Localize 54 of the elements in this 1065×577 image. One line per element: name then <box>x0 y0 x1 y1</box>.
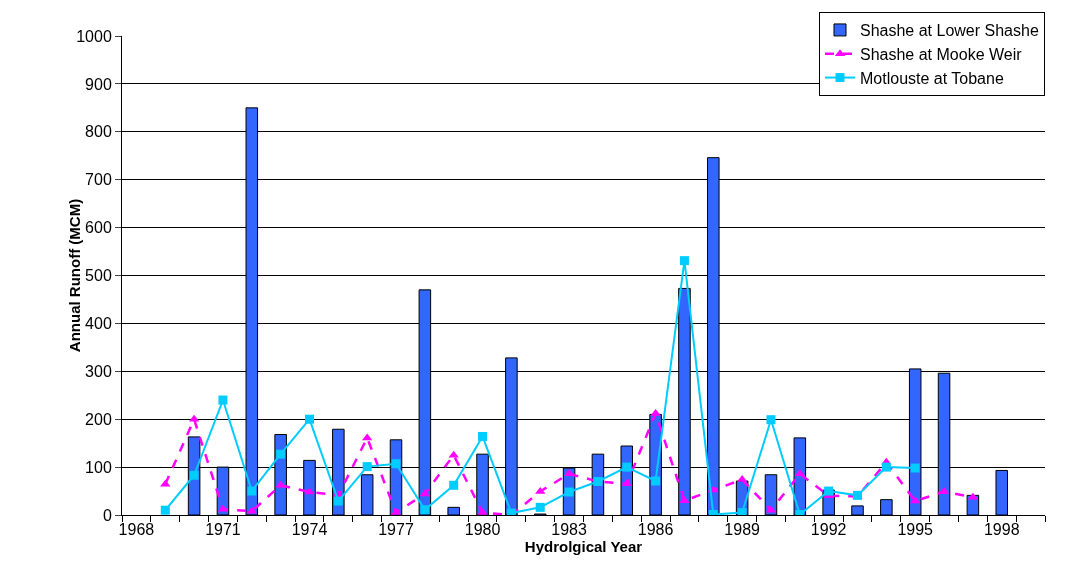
legend-label: Shashe at Lower Shashe <box>860 22 1039 40</box>
point <box>304 487 315 495</box>
legend-label: Shashe at Mooke Weir <box>860 45 1023 63</box>
y-axis-title: Annual Runoff (MCM) <box>66 198 84 353</box>
x-tick-label: 1980 <box>464 521 501 539</box>
point <box>766 415 776 425</box>
y-tick-label: 300 <box>85 362 112 380</box>
y-tick-label: 800 <box>85 123 112 141</box>
y-tick-label: 0 <box>102 506 112 524</box>
y-tick-label: 600 <box>85 219 112 237</box>
x-tick-label: 1968 <box>118 521 155 539</box>
x-tick-label: 1998 <box>983 521 1020 539</box>
point <box>564 487 574 497</box>
point <box>275 480 286 488</box>
point <box>651 476 661 486</box>
point <box>910 463 920 473</box>
point <box>276 449 286 459</box>
point <box>535 502 545 512</box>
point <box>304 414 314 424</box>
x-tick-label: 1974 <box>291 521 328 539</box>
y-tick-label: 1000 <box>76 27 112 45</box>
point <box>247 486 257 496</box>
x-tick-label: 1971 <box>205 521 241 539</box>
point <box>160 479 171 487</box>
point <box>478 431 488 441</box>
point <box>449 480 459 490</box>
point <box>679 256 689 266</box>
point <box>824 486 834 496</box>
point <box>189 470 199 480</box>
x-axis-title: Hydrolgical Year <box>524 538 643 556</box>
point <box>362 462 372 472</box>
y-tick-label: 500 <box>85 267 112 285</box>
point <box>650 408 661 416</box>
point <box>333 496 343 506</box>
x-tick-label: 1989 <box>724 521 761 539</box>
point <box>622 462 632 472</box>
x-tick-label: 1992 <box>810 521 847 539</box>
point <box>160 505 170 515</box>
legend-label: Motlouste at Tobane <box>860 69 1004 87</box>
x-tick-label: 1977 <box>378 521 414 539</box>
y-tick-label: 400 <box>85 315 112 332</box>
x-tick-label: 1983 <box>551 521 587 539</box>
point <box>737 508 747 515</box>
y-tick-label: 700 <box>85 171 112 189</box>
x-tick-label: 1995 <box>897 521 934 539</box>
y-tick-label: 900 <box>85 75 112 93</box>
point <box>621 479 632 487</box>
y-tick-label: 200 <box>85 410 112 428</box>
x-tick-label: 1986 <box>637 521 674 539</box>
point <box>881 462 891 472</box>
point <box>391 459 401 469</box>
point <box>218 395 228 405</box>
point <box>420 505 430 515</box>
y-tick-label: 100 <box>85 458 112 476</box>
